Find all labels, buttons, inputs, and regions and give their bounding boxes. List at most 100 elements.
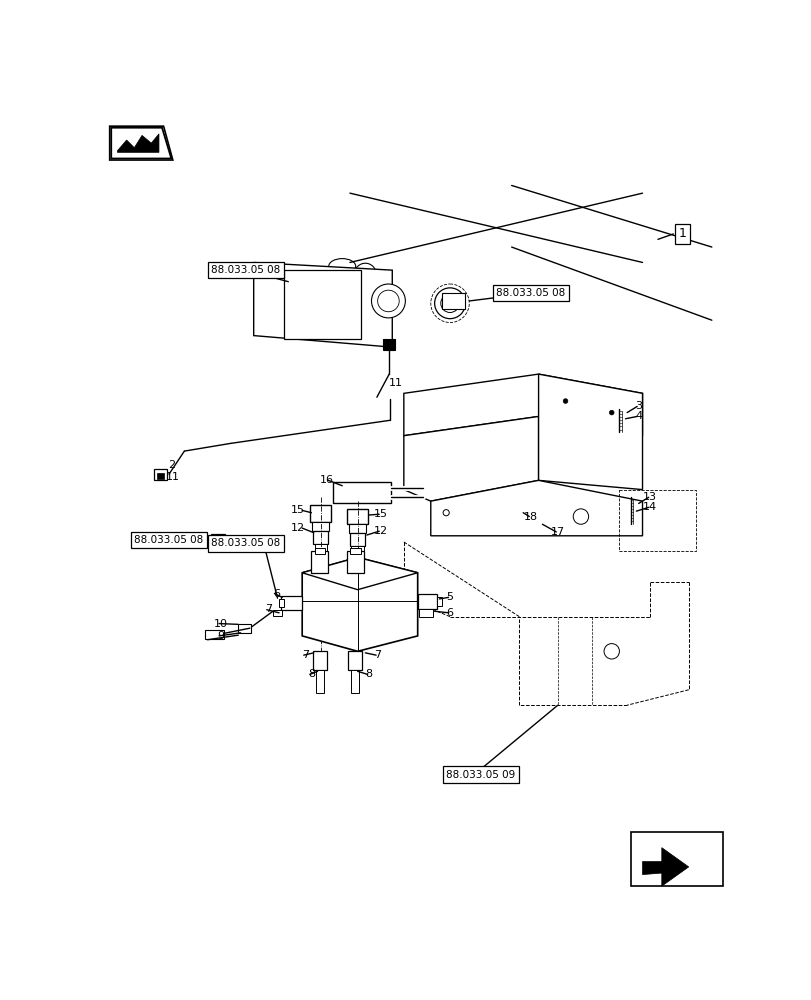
Bar — [417, 594, 436, 609]
Text: 88.033.05 08: 88.033.05 08 — [211, 538, 281, 548]
Bar — [346, 551, 363, 573]
Circle shape — [440, 294, 459, 312]
Ellipse shape — [575, 455, 586, 463]
Text: 88.033.05 08: 88.033.05 08 — [211, 265, 281, 275]
Ellipse shape — [480, 446, 496, 456]
Circle shape — [377, 290, 399, 312]
Bar — [211, 534, 225, 545]
Text: 8: 8 — [365, 669, 372, 679]
Ellipse shape — [521, 391, 539, 400]
Bar — [418, 609, 432, 617]
Ellipse shape — [433, 400, 450, 410]
Polygon shape — [111, 128, 171, 158]
Bar — [238, 624, 251, 633]
Text: 9: 9 — [217, 631, 224, 641]
Polygon shape — [642, 848, 688, 886]
Text: 8: 8 — [307, 669, 315, 679]
Bar — [314, 548, 325, 554]
Text: 88.033.05 09: 88.033.05 09 — [446, 770, 515, 780]
Bar — [205, 630, 223, 639]
Circle shape — [609, 410, 613, 415]
Ellipse shape — [257, 319, 288, 336]
Text: 11: 11 — [165, 472, 179, 482]
Circle shape — [371, 284, 405, 318]
Bar — [284, 270, 361, 339]
Bar — [351, 546, 363, 554]
Polygon shape — [302, 557, 417, 651]
Ellipse shape — [576, 396, 593, 406]
Bar — [281, 596, 302, 610]
Text: 88.033.05 08: 88.033.05 08 — [134, 535, 204, 545]
Text: 3: 3 — [634, 401, 642, 411]
Text: 6: 6 — [273, 589, 280, 599]
Text: 15: 15 — [373, 509, 388, 519]
Text: 6: 6 — [446, 608, 453, 618]
Text: 2: 2 — [168, 460, 174, 470]
Text: 12: 12 — [373, 526, 388, 536]
Text: 15: 15 — [290, 505, 304, 515]
Polygon shape — [538, 374, 642, 490]
Bar — [350, 533, 365, 546]
Bar — [383, 339, 395, 350]
Circle shape — [434, 288, 465, 319]
Bar — [215, 536, 224, 544]
Ellipse shape — [491, 394, 508, 403]
Polygon shape — [118, 134, 159, 152]
Ellipse shape — [328, 259, 355, 274]
Bar — [333, 482, 390, 503]
Bar — [351, 670, 358, 693]
Bar — [436, 597, 441, 606]
Bar — [153, 469, 167, 480]
Bar — [312, 651, 326, 670]
Bar — [349, 524, 366, 533]
Text: 5: 5 — [446, 592, 453, 602]
Ellipse shape — [567, 420, 578, 428]
Bar — [442, 293, 465, 309]
Bar — [311, 551, 328, 573]
Text: 16: 16 — [320, 475, 333, 485]
Text: 7: 7 — [374, 650, 380, 660]
Polygon shape — [431, 480, 642, 536]
Text: 7: 7 — [264, 604, 272, 614]
Text: 17: 17 — [550, 527, 564, 537]
Bar — [312, 531, 328, 544]
Bar — [272, 610, 282, 616]
Polygon shape — [253, 262, 392, 347]
Ellipse shape — [464, 396, 481, 406]
Polygon shape — [403, 416, 538, 501]
Text: 1: 1 — [678, 227, 685, 240]
Text: 11: 11 — [388, 378, 402, 388]
Ellipse shape — [549, 393, 565, 402]
Text: 4: 4 — [634, 411, 642, 421]
Bar — [157, 473, 163, 479]
Ellipse shape — [418, 454, 434, 463]
Text: 18: 18 — [523, 512, 537, 522]
Bar — [279, 599, 283, 607]
Ellipse shape — [257, 273, 288, 290]
Text: 7: 7 — [302, 650, 308, 660]
Ellipse shape — [449, 450, 465, 460]
Polygon shape — [403, 374, 642, 436]
Text: 10: 10 — [213, 619, 227, 629]
Bar — [619, 490, 696, 551]
Ellipse shape — [609, 463, 620, 470]
Text: 12: 12 — [290, 523, 304, 533]
Polygon shape — [109, 126, 173, 160]
Bar — [346, 509, 368, 524]
Ellipse shape — [599, 400, 616, 410]
Text: 88.033.05 08: 88.033.05 08 — [496, 288, 564, 298]
Circle shape — [603, 644, 619, 659]
Ellipse shape — [511, 445, 526, 454]
Text: 14: 14 — [642, 502, 656, 512]
Circle shape — [573, 509, 588, 524]
Polygon shape — [118, 135, 159, 154]
Circle shape — [443, 510, 448, 516]
Bar — [630, 832, 723, 886]
Bar — [350, 548, 360, 554]
Ellipse shape — [354, 263, 375, 285]
Text: 13: 13 — [642, 492, 656, 502]
Bar — [314, 544, 327, 551]
Ellipse shape — [257, 300, 288, 317]
Polygon shape — [302, 557, 417, 590]
Bar — [348, 651, 362, 670]
